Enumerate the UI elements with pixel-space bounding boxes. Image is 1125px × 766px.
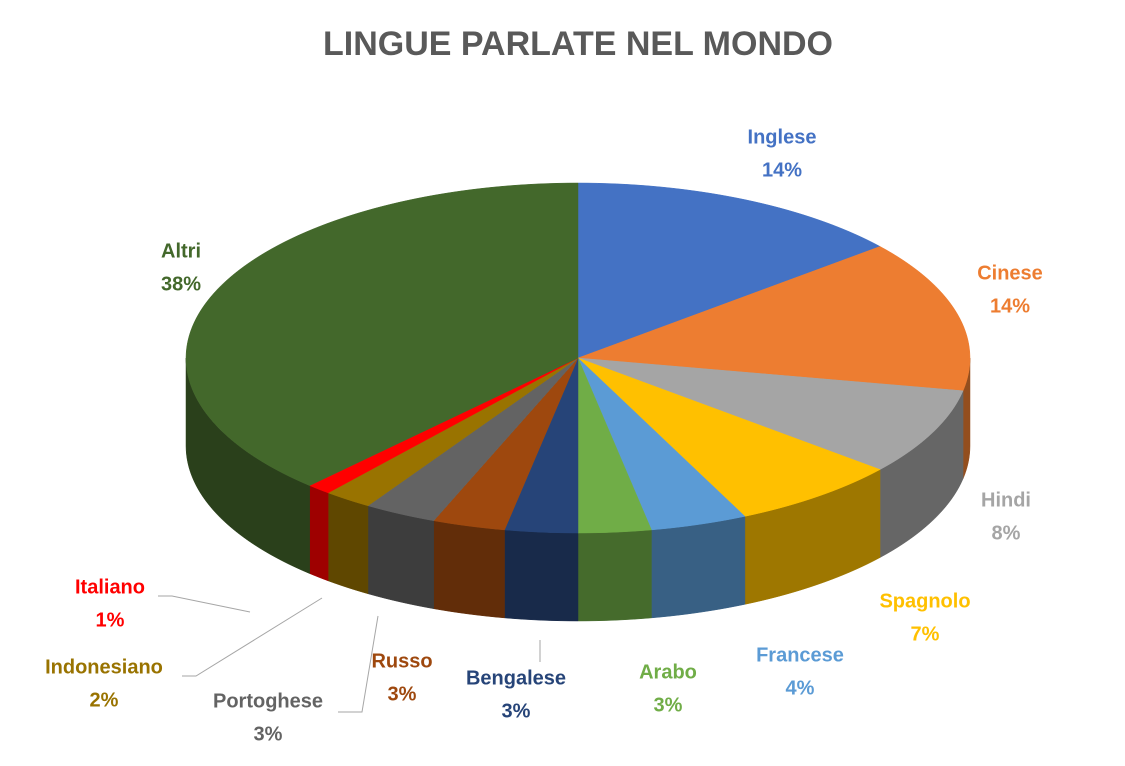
data-label-name: Arabo (639, 661, 697, 683)
data-label-name: Bengalese (466, 667, 566, 689)
slice-side (504, 529, 579, 622)
slice (577, 357, 881, 517)
slice (577, 357, 652, 534)
data-label-name: Cinese (977, 262, 1043, 284)
slice-side (309, 485, 329, 582)
slice (185, 182, 579, 486)
slice-side (433, 520, 505, 619)
data-label-name: Italiano (75, 576, 145, 598)
data-label-value: 8% (992, 522, 1021, 544)
data-label-name: Portoghese (213, 690, 323, 712)
data-label-value: 2% (90, 689, 119, 711)
slice-side (327, 492, 369, 595)
data-label-name: Inglese (748, 126, 817, 148)
data-label-name: Spagnolo (879, 590, 970, 612)
data-label-value: 7% (911, 623, 940, 645)
data-label-name: Altri (161, 240, 201, 262)
data-label-name: Russo (371, 650, 432, 672)
slice-side (651, 516, 746, 619)
data-label-name: Indonesiano (45, 656, 163, 678)
chart-title: LINGUE PARLATE NEL MONDO (323, 25, 833, 63)
slice (577, 182, 881, 359)
slice (327, 357, 579, 507)
data-label-name: Francese (756, 644, 844, 666)
data-label-value: 3% (254, 723, 283, 745)
slice (367, 357, 579, 521)
slice (577, 246, 971, 392)
leader-line (338, 615, 379, 713)
data-label-value: 1% (96, 609, 125, 631)
slice (577, 357, 964, 470)
slice-side (577, 529, 652, 622)
data-label-value: 3% (388, 683, 417, 705)
data-label-value: 14% (762, 159, 802, 181)
leader-line (158, 595, 251, 613)
data-label-value: 38% (161, 273, 201, 295)
slice-side (367, 505, 434, 610)
data-label-value: 3% (654, 694, 683, 716)
slice (504, 357, 579, 534)
slice (433, 357, 579, 531)
slice (577, 357, 746, 531)
leader-line (182, 597, 323, 677)
data-label-value: 3% (502, 700, 531, 722)
data-label-value: 4% (786, 677, 815, 699)
data-label-value: 14% (990, 295, 1030, 317)
data-label-name: Hindi (981, 489, 1031, 511)
